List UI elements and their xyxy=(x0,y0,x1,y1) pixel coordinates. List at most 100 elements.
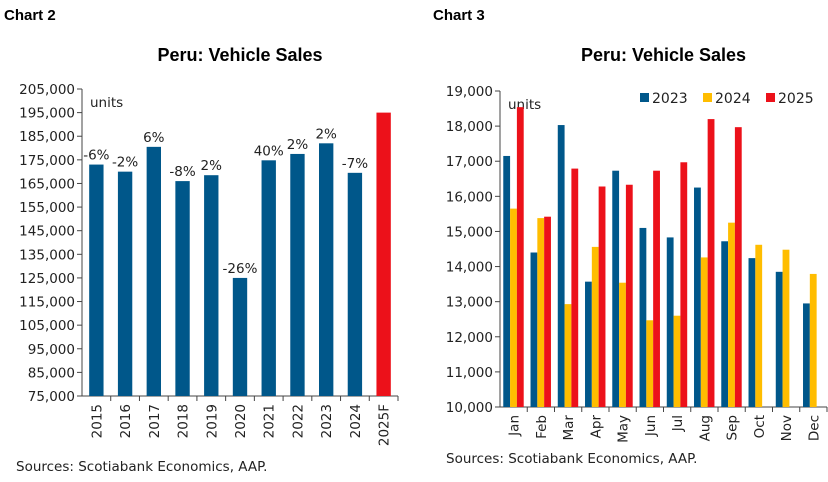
x-tick-label: Mar xyxy=(561,415,577,441)
y-tick-label: 14,000 xyxy=(446,260,493,276)
bar-2024-Jan xyxy=(510,208,517,407)
bar-2025-Jun xyxy=(653,170,660,407)
y-tick-label: 13,000 xyxy=(446,295,493,311)
legend-swatch-2023 xyxy=(640,93,649,102)
x-tick-label: Apr xyxy=(588,415,604,439)
data-label: -8% xyxy=(169,164,195,180)
y-tick-label: 19,000 xyxy=(446,84,493,100)
bar-2024-Aug xyxy=(700,257,708,407)
bar-2024 xyxy=(347,172,363,396)
bar-2015 xyxy=(89,164,104,396)
bar-2023-Dec xyxy=(803,303,810,407)
data-label: -26% xyxy=(223,261,258,277)
x-tick-label: 2015 xyxy=(89,404,105,438)
data-label: -2% xyxy=(112,155,138,171)
y-tick-label: 125,000 xyxy=(19,271,75,287)
x-tick-label: 2018 xyxy=(176,404,192,438)
y-tick-label: 175,000 xyxy=(19,153,75,169)
chart-header: Chart 3 xyxy=(433,7,485,24)
bar-2025-Aug xyxy=(707,119,715,407)
data-label: 2% xyxy=(315,126,337,142)
y-tick-label: 135,000 xyxy=(19,247,75,263)
bar-2023-Feb xyxy=(530,252,538,407)
bar-2023-Oct xyxy=(748,258,756,407)
bar-2023-Sep xyxy=(721,241,729,407)
x-tick-label: 2025F xyxy=(377,404,393,446)
bar-2025F xyxy=(376,112,391,396)
bar-2019 xyxy=(204,175,219,396)
bar-2023 xyxy=(319,143,334,396)
x-tick-label: 2016 xyxy=(118,404,134,438)
legend-swatch-2025 xyxy=(766,93,775,102)
source-note: Sources: Scotiabank Economics, AAP. xyxy=(16,459,267,475)
y-tick-label: 11,000 xyxy=(446,365,493,381)
y-tick-label: 12,000 xyxy=(446,330,493,346)
bar-2025-Jan xyxy=(516,107,524,407)
chart-title: Peru: Vehicle Sales xyxy=(157,45,322,65)
y-tick-label: 145,000 xyxy=(19,224,75,240)
bar-2023-Jan xyxy=(503,155,511,407)
data-label: -6% xyxy=(83,148,109,164)
bar-2016 xyxy=(117,171,133,396)
bar-2023-Jun xyxy=(639,227,647,407)
bar-2025-Feb xyxy=(544,216,551,407)
y-tick-label: 18,000 xyxy=(446,119,493,135)
bar-2024-Feb xyxy=(537,218,545,407)
y-tick-label: 105,000 xyxy=(19,318,75,334)
y-tick-label: 75,000 xyxy=(28,389,75,405)
bar-2022 xyxy=(290,153,305,396)
x-tick-label: Jul xyxy=(670,415,686,432)
x-tick-label: 2017 xyxy=(147,404,163,438)
bar-2023-Mar xyxy=(557,125,565,408)
bar-2023-Jul xyxy=(666,237,674,407)
y-tick-label: 185,000 xyxy=(19,129,75,145)
bar-2020 xyxy=(232,277,248,396)
data-label: 2% xyxy=(201,158,223,174)
y-tick-label: 85,000 xyxy=(28,365,75,381)
y-axis-unit: units xyxy=(90,95,123,111)
x-tick-label: 2022 xyxy=(290,404,306,438)
legend-label-2024: 2024 xyxy=(715,91,751,107)
bar-2024-Nov xyxy=(782,249,790,407)
y-tick-label: 16,000 xyxy=(446,189,493,205)
bar-2024-Sep xyxy=(728,222,735,407)
x-tick-label: Feb xyxy=(534,415,550,439)
bar-2024-Oct xyxy=(755,244,763,407)
chart-header: Chart 2 xyxy=(4,7,56,24)
bar-2021 xyxy=(261,160,276,396)
x-tick-label: Dec xyxy=(806,415,822,441)
bar-2023-Apr xyxy=(585,281,592,407)
bar-2017 xyxy=(146,146,161,396)
x-tick-label: Oct xyxy=(752,415,768,438)
data-label: -7% xyxy=(342,156,368,172)
y-tick-label: 17,000 xyxy=(446,154,493,170)
y-tick-label: 115,000 xyxy=(19,295,75,311)
x-tick-label: Jan xyxy=(507,415,523,437)
bar-2025-Sep xyxy=(734,127,742,408)
y-tick-label: 205,000 xyxy=(19,82,75,98)
x-tick-label: 2023 xyxy=(319,404,335,438)
x-tick-label: 2020 xyxy=(233,404,249,438)
legend-label-2023: 2023 xyxy=(652,91,688,107)
data-label: 6% xyxy=(143,130,165,146)
bar-2024-Dec xyxy=(809,273,817,407)
y-tick-label: 195,000 xyxy=(19,106,75,122)
y-tick-label: 10,000 xyxy=(446,400,493,416)
source-note: Sources: Scotiabank Economics, AAP. xyxy=(446,451,697,467)
bar-2024-May xyxy=(619,282,626,407)
data-label: 2% xyxy=(287,137,309,153)
bar-2025-Jul xyxy=(680,162,688,407)
x-tick-label: Jun xyxy=(643,415,659,437)
x-tick-label: 2019 xyxy=(204,404,220,438)
legend-label-2025: 2025 xyxy=(778,91,814,107)
y-tick-label: 15,000 xyxy=(446,224,493,240)
x-tick-label: Aug xyxy=(697,415,713,441)
chart-title: Peru: Vehicle Sales xyxy=(581,45,746,65)
x-tick-label: Nov xyxy=(779,415,795,441)
bar-2024-Jul xyxy=(673,315,681,407)
y-tick-label: 155,000 xyxy=(19,200,75,216)
bar-2025-Apr xyxy=(598,186,606,407)
y-axis-unit: units xyxy=(508,97,541,113)
x-tick-label: 2021 xyxy=(262,404,278,438)
